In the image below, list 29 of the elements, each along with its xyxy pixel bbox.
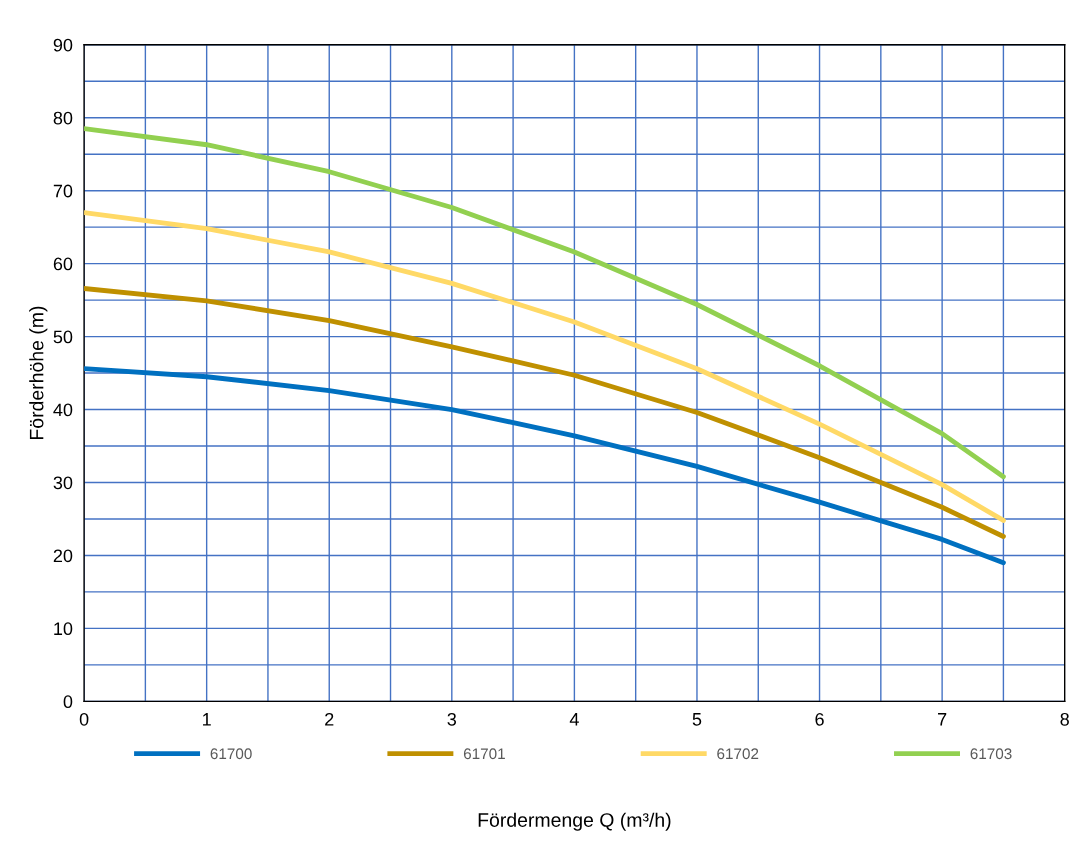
y-tick-label: 20 <box>53 549 73 563</box>
x-axis-title: Fördermenge Q (m³/h) <box>478 812 671 831</box>
x-tick-label: 5 <box>692 713 702 726</box>
line-series <box>84 210 1006 523</box>
legend-label: 61703 <box>970 748 1012 760</box>
x-tick-label: 3 <box>447 712 457 726</box>
y-axis-title: Förderhöhe (m) <box>29 306 48 439</box>
y-tick-label: 10 <box>54 622 73 636</box>
y-tick-label: 40 <box>53 403 73 417</box>
x-tick-label: 7 <box>938 713 947 726</box>
legend-label: 61701 <box>463 748 505 760</box>
y-tick-label: 90 <box>53 38 73 52</box>
line-series <box>84 286 1006 539</box>
y-tick-label: 80 <box>53 111 73 125</box>
line-series <box>84 126 1006 480</box>
x-tick-label: 1 <box>203 713 211 726</box>
y-tick-label: 60 <box>53 257 73 271</box>
x-tick-label: 0 <box>79 712 89 726</box>
line-series <box>84 366 1006 566</box>
legend-label: 61700 <box>210 748 252 760</box>
y-tick-label: 30 <box>53 476 73 490</box>
legend-label: 61702 <box>717 748 759 760</box>
x-tick-label: 8 <box>1060 712 1069 726</box>
x-tick-label: 6 <box>815 712 824 726</box>
x-tick-label: 4 <box>569 713 579 726</box>
x-tick-label: 2 <box>325 712 334 726</box>
y-tick-label: 50 <box>53 330 73 344</box>
y-tick-label: 0 <box>63 695 73 709</box>
y-tick-label: 70 <box>53 184 73 198</box>
